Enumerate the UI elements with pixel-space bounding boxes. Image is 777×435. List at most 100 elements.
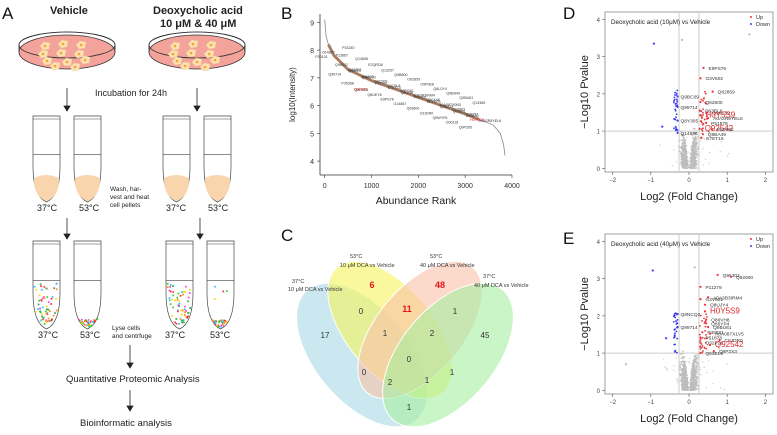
protein-label: Q96S59 <box>712 110 730 116</box>
data-point-ns <box>679 139 681 142</box>
data-point-up <box>718 338 721 342</box>
data-point-ns <box>663 358 665 361</box>
data-point-ns <box>695 140 698 142</box>
data-point-ns <box>678 150 681 153</box>
data-point-down <box>675 320 677 322</box>
lysate-vehicle-53c <box>73 240 102 330</box>
protein-label: O00118 <box>446 121 459 125</box>
protein-dot <box>177 310 179 313</box>
plot-title: Deoxycholic acid (40μM) vs Vehicle <box>611 241 711 248</box>
venn-set-label: 40 μM DCA vs Vehicle <box>420 263 475 269</box>
data-point-ns <box>678 368 681 371</box>
data-point-down <box>676 119 679 122</box>
cell-nucleus <box>53 64 57 68</box>
temp-label: 53°C <box>79 203 100 213</box>
protein-dot <box>40 319 42 322</box>
protein-dot <box>214 320 217 322</box>
protein-dot <box>89 321 91 324</box>
data-point-up <box>706 115 708 117</box>
protein-dot <box>188 288 191 291</box>
protein-label: E9PS76 <box>709 66 727 72</box>
protein-dot <box>221 321 224 324</box>
venn-region-count: 1 <box>383 329 388 338</box>
protein-dot <box>53 287 56 289</box>
data-point-ns <box>681 38 684 42</box>
protein-label: Q8NCQ2 <box>681 312 701 318</box>
data-point-ns <box>680 353 683 355</box>
legend-marker-up <box>750 238 752 240</box>
y-tick-label: 1 <box>597 130 601 136</box>
data-point-ns <box>696 163 698 165</box>
protein-dot <box>51 318 53 321</box>
data-point-ns <box>684 161 686 164</box>
data-point-up <box>703 317 705 320</box>
workflow-diagram <box>18 31 246 412</box>
data-point-down <box>675 330 678 333</box>
protein-dot <box>42 316 45 319</box>
protein-label: Q14696 <box>681 131 698 137</box>
data-point-ns <box>679 380 682 382</box>
data-point-ns <box>692 367 694 369</box>
data-point-up <box>699 351 702 355</box>
data-point-ns <box>691 134 694 137</box>
y-tick-label: 2 <box>597 92 601 98</box>
data-point-ns <box>692 369 695 372</box>
data-point-ns <box>691 385 694 388</box>
protein-label: Q32P28 <box>705 341 723 347</box>
x-tick-label: −1 <box>647 178 655 184</box>
data-point-down <box>674 125 677 128</box>
data-point-ns <box>682 135 684 138</box>
protein-dot <box>220 324 223 327</box>
cell-nucleus <box>43 44 47 48</box>
cell-nucleus <box>203 65 207 69</box>
protein-dot <box>94 320 96 322</box>
data-point-up <box>701 116 703 119</box>
data-point-ns <box>693 132 695 134</box>
data-point-ns <box>659 144 661 146</box>
venn-set-label: 10 μM DCA vs Vehicle <box>288 287 343 293</box>
data-point-ns <box>692 149 695 152</box>
protein-label: C9JDR0 <box>420 111 434 115</box>
data-point-up <box>704 341 707 344</box>
data-point-down <box>664 337 668 340</box>
protein-dot <box>187 300 189 303</box>
data-point-ns <box>692 140 695 142</box>
x-tick-label: 3000 <box>457 183 473 190</box>
protein-dot <box>171 298 173 301</box>
data-point-ns <box>699 369 702 371</box>
data-point-ns <box>690 155 693 157</box>
y-tick-label: 4 <box>310 159 314 166</box>
protein-dot <box>224 320 227 322</box>
protein-dot <box>225 321 228 323</box>
data-point-up <box>702 127 704 130</box>
protein-dot <box>90 324 93 327</box>
protein-label: Q13663 <box>452 107 465 111</box>
protein-label: A0A2R8YEL6 <box>713 116 743 122</box>
protein-dot <box>40 285 42 287</box>
data-point-ns <box>678 380 680 383</box>
data-point-up <box>705 121 708 124</box>
protein-label: Q9BA49 <box>446 92 460 96</box>
protein-dot <box>96 318 99 321</box>
data-point-ns <box>693 376 696 379</box>
protein-dot <box>178 302 181 305</box>
cell-nucleus <box>191 42 195 46</box>
temp-label: 53°C <box>80 330 101 340</box>
data-point-down <box>675 105 677 107</box>
protein-dot <box>81 318 83 321</box>
data-point-ns <box>694 147 696 149</box>
protein-dot <box>90 320 92 323</box>
data-point-ns <box>690 381 693 384</box>
data-point-ns <box>696 142 698 145</box>
data-point-ns <box>689 383 692 385</box>
venn-region-count: 1 <box>407 403 412 412</box>
data-point-ns <box>697 373 699 375</box>
data-point-up <box>706 116 710 120</box>
data-point-down <box>673 96 676 99</box>
protein-label: Q99714 <box>681 105 698 111</box>
y-tick-label: 8 <box>310 48 314 55</box>
y-tick-label: 9 <box>310 20 314 27</box>
protein-label: P35368 <box>341 82 353 86</box>
temp-label: 37°C <box>165 330 186 340</box>
data-point-ns <box>693 366 696 368</box>
